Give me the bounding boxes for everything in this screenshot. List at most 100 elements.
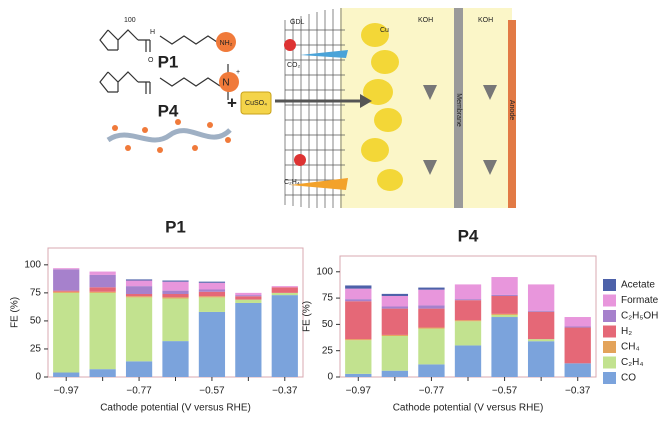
bar-segment [198, 289, 226, 292]
y-tick-label: 50 [30, 316, 42, 327]
salt-box [240, 91, 272, 115]
bar-segment [162, 280, 189, 282]
x-tick-label: −0.57 [492, 386, 518, 397]
bar-segment [454, 299, 482, 301]
bar-segment [564, 326, 591, 328]
x-axis-label: Cathode potential (V versus RHE) [393, 403, 544, 414]
schematic [99, 29, 232, 143]
bar-segment [491, 277, 518, 295]
bar-segment [89, 291, 116, 293]
y-tick-label: 75 [30, 288, 42, 299]
x-tick-label: −0.97 [346, 386, 372, 397]
legend-label: CH₄ [621, 342, 640, 353]
cu: Cu [380, 27, 389, 34]
bar-segment [53, 290, 80, 292]
bar-segment [418, 328, 445, 365]
bar-segment [125, 280, 153, 287]
bar-segment [491, 294, 518, 296]
legend-swatch [603, 356, 616, 369]
membrane: Membrane [455, 93, 462, 127]
bar-segment [125, 361, 153, 377]
y-tick-label: 25 [30, 344, 42, 355]
polymer-beads [112, 119, 231, 153]
y-tick-label: 100 [24, 259, 41, 270]
bar-segment [162, 290, 189, 294]
legend-label: C₂H₄ [621, 357, 643, 368]
bar-segment [454, 284, 482, 300]
p4-chain [138, 64, 229, 100]
co2-flow [300, 50, 348, 58]
bar-segment [418, 308, 445, 328]
bar-segment [345, 301, 372, 340]
p1-label: P1 [158, 52, 179, 71]
koh: KOH [478, 17, 493, 24]
bar-segment [381, 335, 409, 371]
bar-segment [125, 293, 153, 297]
flow-arrows [423, 85, 497, 175]
y-tick-label: 0 [327, 372, 333, 383]
bar-segment [454, 320, 482, 322]
bar-segment [271, 287, 298, 293]
y-tick-label: 25 [322, 345, 334, 356]
bar-segment [89, 287, 116, 292]
c2h4-flow [290, 178, 348, 190]
bar-segment [235, 292, 262, 296]
plus: + [227, 93, 237, 112]
bar-segment [345, 288, 372, 300]
bar-segment [53, 292, 80, 373]
bar-segment [381, 370, 409, 377]
bar-segment [527, 310, 555, 312]
y-tick-label: 75 [322, 293, 334, 304]
bar-segment [564, 363, 591, 377]
legend-label: CO [621, 373, 636, 384]
legend-swatch [603, 310, 616, 322]
bar-segment [527, 341, 555, 377]
anode: Anode [508, 100, 515, 120]
bar-segment [125, 286, 153, 294]
co2: CO₂ [287, 62, 301, 69]
membrane-strip [454, 8, 463, 208]
backbone [99, 29, 139, 51]
x-tick-label: −0.37 [565, 386, 591, 397]
y-tick-label: 0 [35, 372, 41, 383]
bar-segment [381, 306, 409, 309]
bar-segment [125, 296, 153, 298]
charge: + [236, 69, 240, 76]
p1-chain [138, 35, 221, 52]
chart-title: P4 [458, 226, 479, 245]
bar-segment [491, 317, 518, 377]
x-tick-label: −0.37 [272, 386, 298, 397]
bar-segment [564, 317, 591, 327]
quat-ball [219, 72, 239, 92]
bar-segment [198, 291, 226, 297]
legend-swatch [603, 279, 616, 291]
bar-segment [271, 286, 298, 288]
p4-label: P4 [158, 101, 179, 120]
amine: NH₂ [220, 40, 233, 47]
co2-molecule [284, 39, 296, 51]
bar-segment [235, 302, 262, 377]
bar-segment [125, 297, 153, 362]
bar-segment [53, 372, 80, 377]
anode-strip [508, 20, 516, 208]
bar-segment [235, 296, 262, 300]
cu-particles [361, 23, 403, 191]
bar-segment [418, 287, 445, 290]
bar-segment [454, 300, 482, 321]
bar-segment [381, 334, 409, 336]
bar-segment [271, 292, 298, 296]
bar-segment [162, 341, 189, 377]
bar-segment [564, 327, 591, 364]
bar-segment [53, 268, 80, 270]
bar-segment [381, 293, 409, 296]
y-tick-label: 50 [322, 319, 334, 330]
legend-swatch [603, 341, 616, 353]
chart-title: P1 [165, 217, 186, 236]
backbone [99, 71, 139, 93]
bar-segment [198, 282, 226, 290]
repeat: 100 [124, 17, 136, 24]
x-tick-label: −0.77 [126, 386, 152, 397]
bar-segment [271, 295, 298, 377]
x-tick-label: −0.97 [54, 386, 80, 397]
